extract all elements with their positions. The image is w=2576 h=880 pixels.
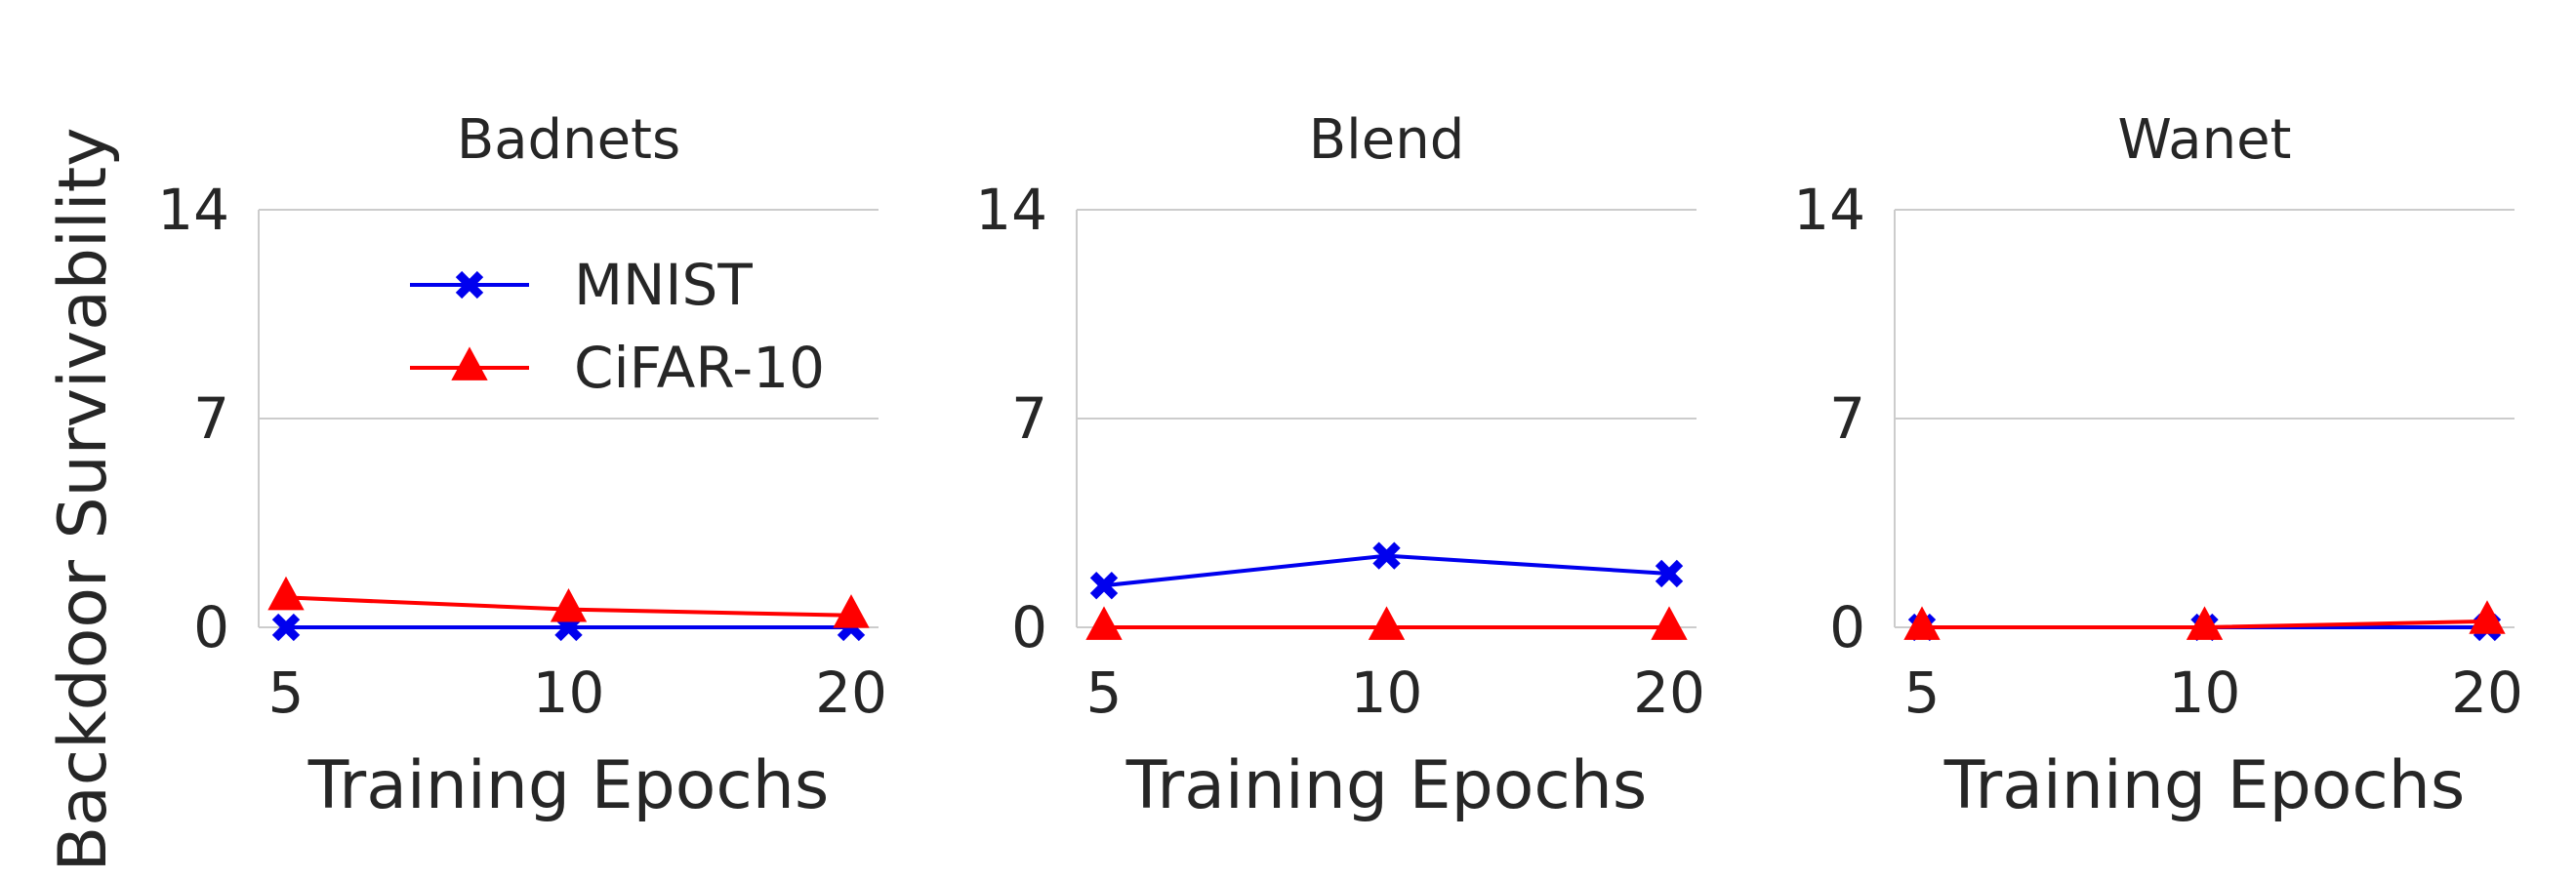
series-cifar-10-point: [833, 594, 870, 628]
x-axis-label: Training Epochs: [307, 747, 830, 824]
panel-title: Wanet: [2117, 108, 2291, 172]
series-mnist-point: [271, 613, 301, 642]
series-cifar-10-point: [1368, 606, 1406, 640]
x-tick-label: 20: [2451, 660, 2523, 726]
x-axis-label: Training Epochs: [1943, 747, 2466, 824]
series-cifar-10-point: [2469, 600, 2506, 634]
x-tick-label: 20: [1633, 660, 1705, 726]
x-tick-label: 10: [533, 660, 605, 726]
series-cifar-10-point: [1903, 606, 1941, 640]
y-tick-label: 14: [1793, 177, 1865, 243]
x-tick-label: 10: [1351, 660, 1423, 726]
series-mnist-point-stroke-b: [1372, 541, 1401, 570]
legend-cifar-10-marker: [451, 346, 488, 380]
legend-mnist-label: MNIST: [574, 252, 753, 318]
x-tick-label: 10: [2169, 660, 2241, 726]
y-tick-label: 0: [1829, 594, 1865, 660]
series-mnist-point-stroke-b: [271, 613, 301, 642]
y-tick-label: 14: [975, 177, 1047, 243]
series-mnist-point-stroke-b: [1655, 559, 1684, 588]
panel-title: Badnets: [457, 108, 680, 172]
panel-wanet: 0 7 14 Wanet 5 10 20 Training Epochs: [1793, 108, 2523, 824]
series-cifar-10-point: [1651, 606, 1688, 640]
x-tick-label: 5: [268, 660, 305, 726]
series-mnist-point: [1089, 572, 1119, 600]
series-cifar-10-point: [550, 588, 588, 622]
x-tick-label: 20: [815, 660, 887, 726]
series-cifar-10-point: [267, 576, 305, 611]
series-cifar-10-point: [1085, 606, 1123, 640]
y-tick-label: 7: [1011, 385, 1047, 452]
y-tick-label: 0: [193, 594, 229, 660]
panel-blend: 0 7 14 Blend 5 10 20 Training Epochs: [975, 108, 1705, 824]
series-mnist-point-stroke-b: [1089, 572, 1119, 600]
y-axis-label: Backdoor Survivability: [45, 127, 122, 871]
series-mnist-point: [1372, 541, 1401, 570]
x-tick-label: 5: [1086, 660, 1123, 726]
series-mnist-point: [1655, 559, 1684, 588]
legend-mnist-marker-stroke-b: [455, 270, 484, 300]
y-tick-label: 14: [157, 177, 229, 243]
legend-cifar-10-label: CiFAR-10: [574, 335, 825, 401]
y-tick-label: 7: [193, 385, 229, 452]
y-tick-label: 0: [1011, 594, 1047, 660]
panel-title: Blend: [1309, 108, 1464, 172]
x-axis-label: Training Epochs: [1125, 747, 1648, 824]
panel-badnets: 0 7 14 Badnets 5 10 20 Training Epochs MNIST CiFA…: [157, 108, 887, 824]
y-tick-label: 7: [1829, 385, 1865, 452]
x-tick-label: 5: [1904, 660, 1941, 726]
series-cifar-10-point: [2186, 606, 2224, 640]
legend-mnist-marker: [455, 270, 484, 300]
legend: MNIST CiFAR-10: [410, 252, 825, 401]
